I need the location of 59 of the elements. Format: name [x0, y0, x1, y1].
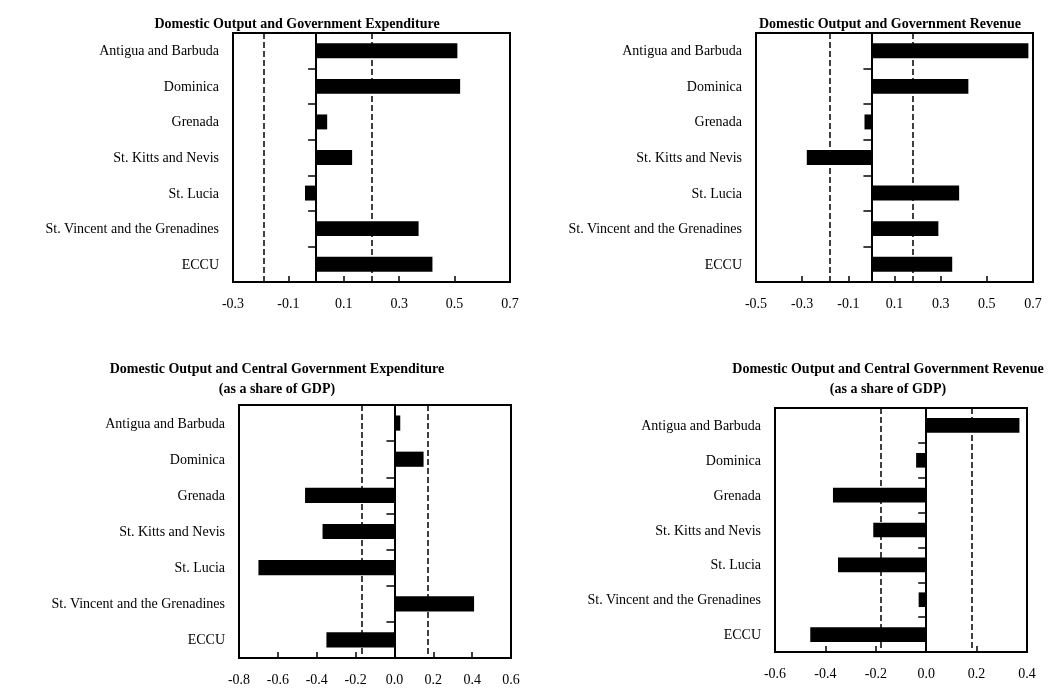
- x-tick-label: 0.1: [885, 295, 904, 311]
- chart-title: Domestic Output and Government Expenditure: [154, 15, 440, 31]
- x-tick-label: 0.3: [390, 295, 408, 311]
- x-tick-label: -0.8: [227, 671, 251, 687]
- y-tick-label: St. Kitts and Nevis: [113, 150, 219, 165]
- y-tick-label: ECCU: [187, 632, 225, 648]
- y-tick-label: Grenada: [694, 114, 743, 130]
- y-tick-label: Antigua and Barbuda: [105, 415, 226, 431]
- y-tick-label: Dominica: [169, 451, 226, 467]
- chart-title: Domestic Output and Government Revenue: [758, 15, 1022, 31]
- y-tick-label: St. Kitts and Nevis: [636, 150, 742, 165]
- y-tick-label: St. Vincent and the Grenadines: [587, 592, 761, 608]
- y-tick-label: St. Lucia: [174, 560, 226, 576]
- y-tick-label: St. Kitts and Nevis: [655, 522, 761, 538]
- x-tick-label: 0.0: [385, 671, 404, 687]
- x-tick-label: 0.2: [424, 671, 443, 687]
- y-tick-label: St. Vincent and the Grenadines: [45, 221, 219, 237]
- x-tick-label: -0.1: [277, 295, 300, 311]
- y-tick-label: Antigua and Barbuda: [622, 43, 743, 59]
- x-tick-label: -0.6: [266, 671, 289, 687]
- y-tick-label: ECCU: [704, 256, 742, 272]
- y-tick-label: Grenada: [177, 487, 226, 503]
- y-tick-label: Antigua and Barbuda: [641, 417, 762, 433]
- y-tick-label: ECCU: [181, 256, 219, 272]
- y-tick-label: Grenada: [713, 487, 762, 503]
- x-tick-label: -0.4: [305, 671, 328, 687]
- chart-title: Domestic Output and Central Government Expenditure (as a share of GDP): [109, 360, 445, 397]
- x-tick-label: 0.2: [967, 665, 986, 681]
- y-tick-label: St. Vincent and the Grenadines: [568, 221, 742, 237]
- x-tick-label: -0.2: [864, 665, 887, 681]
- x-tick-label: -0.4: [814, 665, 837, 681]
- x-tick-label: 0.4: [1018, 665, 1036, 681]
- y-tick-label: Dominica: [163, 78, 220, 94]
- y-tick-label: Antigua and Barbuda: [99, 43, 220, 59]
- x-tick-label: 0.6: [502, 671, 520, 687]
- y-tick-label: St. Lucia: [691, 185, 743, 201]
- x-tick-label: 0.7: [1024, 295, 1042, 311]
- x-tick-label: 0.4: [463, 671, 481, 687]
- x-tick-label: -0.3: [221, 295, 245, 311]
- x-tick-label: 0.3: [931, 295, 950, 311]
- y-tick-label: St. Kitts and Nevis: [119, 524, 225, 539]
- x-tick-label: -0.5: [744, 295, 768, 311]
- y-tick-label: ECCU: [723, 627, 761, 643]
- x-tick-label: 0.0: [917, 665, 935, 681]
- chart-title: Domestic Output and Central Government Revenue (as a share of GDP): [732, 360, 1044, 397]
- x-tick-label: 0.5: [978, 295, 996, 311]
- x-tick-label: 0.7: [501, 295, 519, 311]
- y-tick-label: St. Lucia: [168, 185, 220, 201]
- x-tick-label: -0.6: [763, 665, 787, 681]
- x-tick-label: 0.1: [335, 295, 353, 311]
- y-tick-label: Dominica: [705, 452, 762, 468]
- x-tick-label: -0.1: [837, 295, 860, 311]
- x-tick-label: -0.2: [344, 671, 367, 687]
- y-tick-label: Grenada: [171, 114, 220, 130]
- y-tick-label: Dominica: [686, 78, 743, 94]
- x-tick-label: 0.5: [445, 295, 464, 311]
- y-tick-label: St. Vincent and the Grenadines: [51, 596, 225, 612]
- y-tick-label: St. Lucia: [710, 557, 762, 573]
- x-tick-label: -0.3: [791, 295, 814, 311]
